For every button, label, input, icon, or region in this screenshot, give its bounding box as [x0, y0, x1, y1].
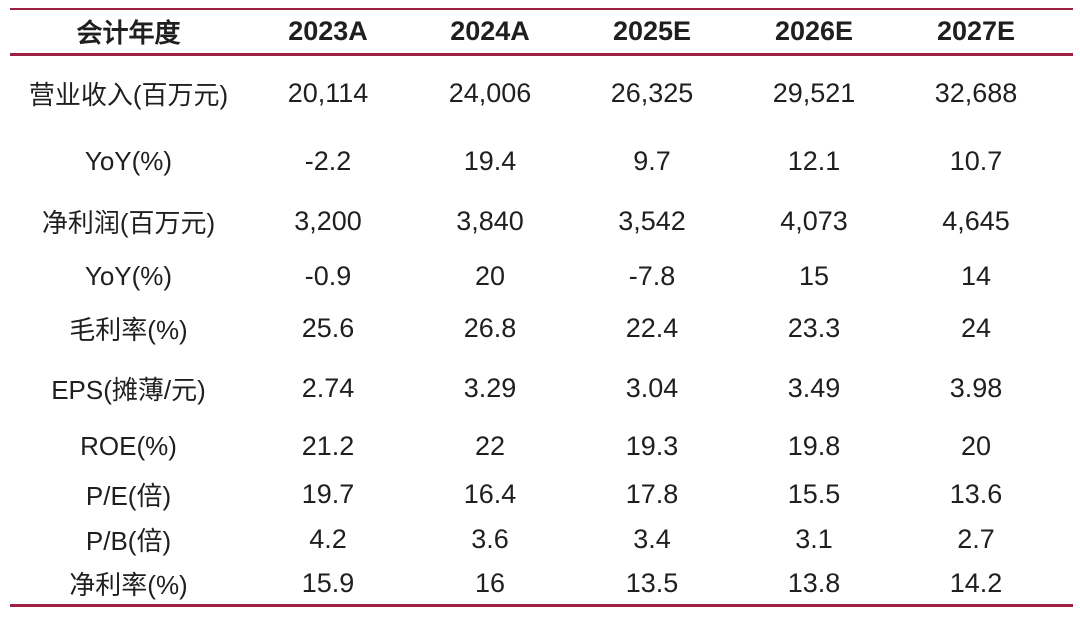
- metric-value: 3,840: [456, 206, 524, 236]
- metric-value: 14.2: [949, 567, 1003, 598]
- table-row: P/B(倍) 4.2 3.6 3.4 3.1 2.7: [10, 517, 1073, 562]
- table-row: EPS(摊薄/元) 2.74 3.29 3.04 3.49 3.98: [10, 356, 1073, 420]
- metric-value: 14: [960, 260, 992, 291]
- metric-value: -7.8: [628, 260, 676, 291]
- header-year-column: 2027E: [936, 16, 1016, 46]
- table-body: 营业收入(百万元) 20,114 24,006 26,325 29,521 32,688 Y…: [10, 56, 1073, 607]
- metric-value: 22.4: [625, 313, 679, 343]
- table-row: 毛利率(%) 25.6 26.8 22.4 23.3 24: [10, 301, 1073, 356]
- metric-label: 毛利率(%): [69, 315, 188, 345]
- metric-value: 20: [474, 260, 506, 291]
- table-row: P/E(倍) 19.7 16.4 17.8 15.5 13.6: [10, 472, 1073, 517]
- metric-value: 24: [960, 313, 992, 343]
- metric-value: 15: [798, 260, 830, 291]
- metric-label: YoY(%): [84, 260, 173, 291]
- metric-value: 3.29: [463, 372, 517, 403]
- table-row: YoY(%) -2.2 19.4 9.7 12.1 10.7: [10, 130, 1073, 192]
- metric-value: 19.8: [787, 430, 841, 461]
- metric-value: 2.74: [301, 372, 355, 403]
- metric-value: 19.7: [301, 479, 355, 509]
- metric-value: 21.2: [301, 430, 355, 461]
- metric-value: 16.4: [463, 479, 517, 509]
- metric-value: 9.7: [633, 145, 671, 176]
- metric-value: 4,645: [942, 206, 1010, 236]
- metric-value: 15.9: [301, 567, 355, 598]
- metric-value: 4,073: [780, 206, 848, 236]
- metric-value: 13.6: [949, 479, 1003, 509]
- metric-value: 22: [474, 430, 506, 461]
- table-row: 净利率(%) 15.9 16 13.5 13.8 14.2: [10, 562, 1073, 604]
- metric-value: 26,325: [610, 77, 694, 108]
- metric-value: 3.49: [787, 372, 841, 403]
- metric-value: 13.5: [625, 567, 679, 598]
- metric-label: EPS(摊薄/元): [51, 374, 206, 405]
- metric-value: 20,114: [287, 77, 369, 108]
- metric-value: -2.2: [304, 145, 352, 176]
- header-year-column: 2025E: [612, 16, 692, 46]
- metric-value: 3.6: [471, 524, 509, 554]
- table-row: 营业收入(百万元) 20,114 24,006 26,325 29,521 32,688: [10, 56, 1073, 130]
- metric-label: 净利率(%): [69, 569, 188, 600]
- metric-value: 19.4: [463, 145, 517, 176]
- metric-label: P/B(倍): [85, 526, 172, 556]
- metric-value: 2.7: [957, 524, 995, 554]
- metric-value: 25.6: [301, 313, 355, 343]
- metric-value: 16: [474, 567, 506, 598]
- metric-value: 19.3: [625, 430, 679, 461]
- metric-value: 3,542: [618, 206, 686, 236]
- header-year-column: 2023A: [288, 16, 368, 46]
- metric-value: 29,521: [772, 77, 856, 108]
- metric-label: ROE(%): [80, 430, 177, 461]
- table-row: YoY(%) -0.9 20 -7.8 15 14: [10, 251, 1073, 301]
- metric-value: 24,006: [448, 77, 532, 108]
- metric-value: 12.1: [787, 145, 841, 176]
- table-header-row: 会计年度 2023A 2024A 2025E 2026E 2027E: [10, 10, 1073, 56]
- metric-label: P/E(倍): [85, 481, 172, 511]
- metric-label: 营业收入(百万元): [28, 79, 229, 110]
- metric-value: 4.2: [309, 524, 347, 554]
- header-fiscal-year-label: 会计年度: [76, 18, 181, 48]
- metric-value: 3.04: [625, 372, 679, 403]
- table-row: ROE(%) 21.2 22 19.3 19.8 20: [10, 420, 1073, 472]
- metric-label: YoY(%): [84, 145, 173, 176]
- metric-value: -0.9: [304, 260, 352, 291]
- metric-value: 20: [960, 430, 992, 461]
- metric-value: 17.8: [625, 479, 679, 509]
- metric-value: 3.1: [795, 524, 833, 554]
- metric-value: 3.98: [949, 372, 1003, 403]
- metric-value: 15.5: [787, 479, 841, 509]
- metric-value: 32,688: [934, 77, 1018, 108]
- metric-value: 26.8: [463, 313, 517, 343]
- metric-label: 净利润(百万元): [41, 208, 216, 238]
- metric-value: 3.4: [633, 524, 671, 554]
- metric-value: 13.8: [787, 567, 841, 598]
- metric-value: 23.3: [787, 313, 841, 343]
- financial-summary-table: 会计年度 2023A 2024A 2025E 2026E 2027E 营业收入(…: [10, 8, 1073, 607]
- metric-value: 10.7: [949, 145, 1003, 176]
- metric-value: 3,200: [294, 206, 362, 236]
- header-year-column: 2024A: [450, 16, 530, 46]
- header-year-column: 2026E: [774, 16, 854, 46]
- table-row: 净利润(百万元) 3,200 3,840 3,542 4,073 4,645: [10, 192, 1073, 251]
